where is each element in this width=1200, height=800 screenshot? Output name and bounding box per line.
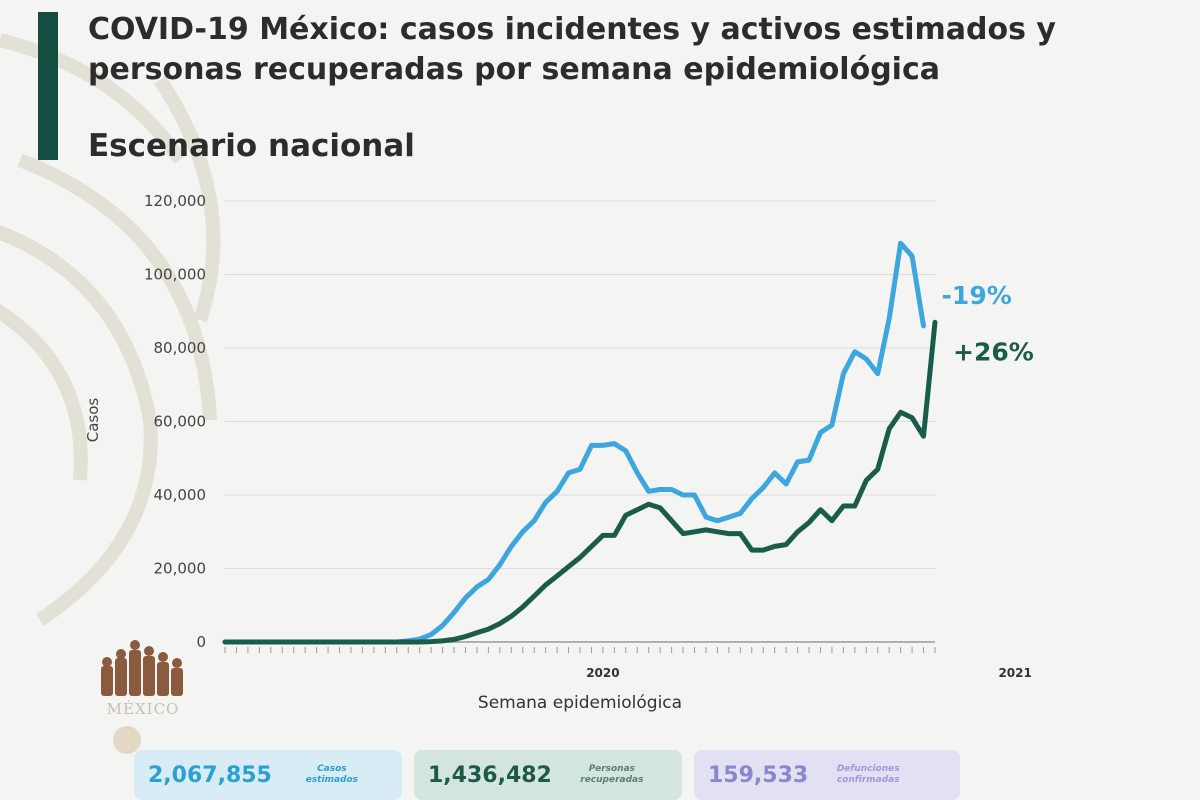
y-axis-label: Casos [84, 398, 102, 443]
x-axis-label: Semana epidemiológica [478, 693, 682, 713]
y-tick-label: 40,000 [154, 486, 207, 504]
series-end-label: -19% [942, 281, 1012, 310]
stat-defunciones-confirmadas: 159,533 Defunciones confirmadas [694, 750, 960, 800]
y-tick-label: 60,000 [154, 413, 207, 431]
x-axis-week-ticks [224, 647, 936, 653]
y-tick-label: 100,000 [144, 266, 206, 284]
y-tick-label: 80,000 [154, 339, 207, 357]
chart-subtitle: Escenario nacional [88, 128, 415, 164]
year-label: 2020 [586, 666, 619, 680]
page-title: COVID-19 México: casos incidentes y acti… [88, 12, 1056, 87]
series-line-1 [222, 319, 938, 645]
stat-value: 1,436,482 [428, 762, 552, 788]
stat-value: 2,067,855 [148, 762, 272, 788]
y-axis-ticks: 0 20,000 40,000 60,000 80,000 100,000 120,000 [144, 192, 206, 651]
series-line-0 [222, 240, 926, 645]
series-end-label: +26% [953, 337, 1034, 366]
line-chart: 020,00040,00060,00080,000100,000120,000 … [84, 192, 1034, 713]
series-lines [222, 240, 938, 645]
stat-personas-recuperadas: 1,436,482 Personas recuperadas [414, 750, 682, 800]
logo-text: MÉXICO [106, 700, 180, 718]
stat-label: Defunciones confirmadas [836, 764, 900, 785]
x-axis-year-labels: 2020 2021 [586, 666, 1032, 680]
government-logo [101, 640, 183, 754]
accent-bar [38, 12, 58, 160]
y-tick-label: 120,000 [144, 192, 206, 210]
y-tick-label: 0 [196, 633, 206, 651]
stat-casos-estimados: 2,067,855 Casos estimados [134, 750, 402, 800]
background-pattern [0, 33, 221, 626]
grid-lines [225, 200, 935, 643]
stat-value: 159,533 [708, 762, 809, 788]
stat-label: Personas recuperadas [580, 764, 644, 785]
series-end-labels: -19% +26% [942, 281, 1034, 366]
y-tick-label: 20,000 [154, 560, 207, 578]
stat-label: Casos estimados [305, 764, 359, 785]
year-label: 2021 [998, 666, 1031, 680]
